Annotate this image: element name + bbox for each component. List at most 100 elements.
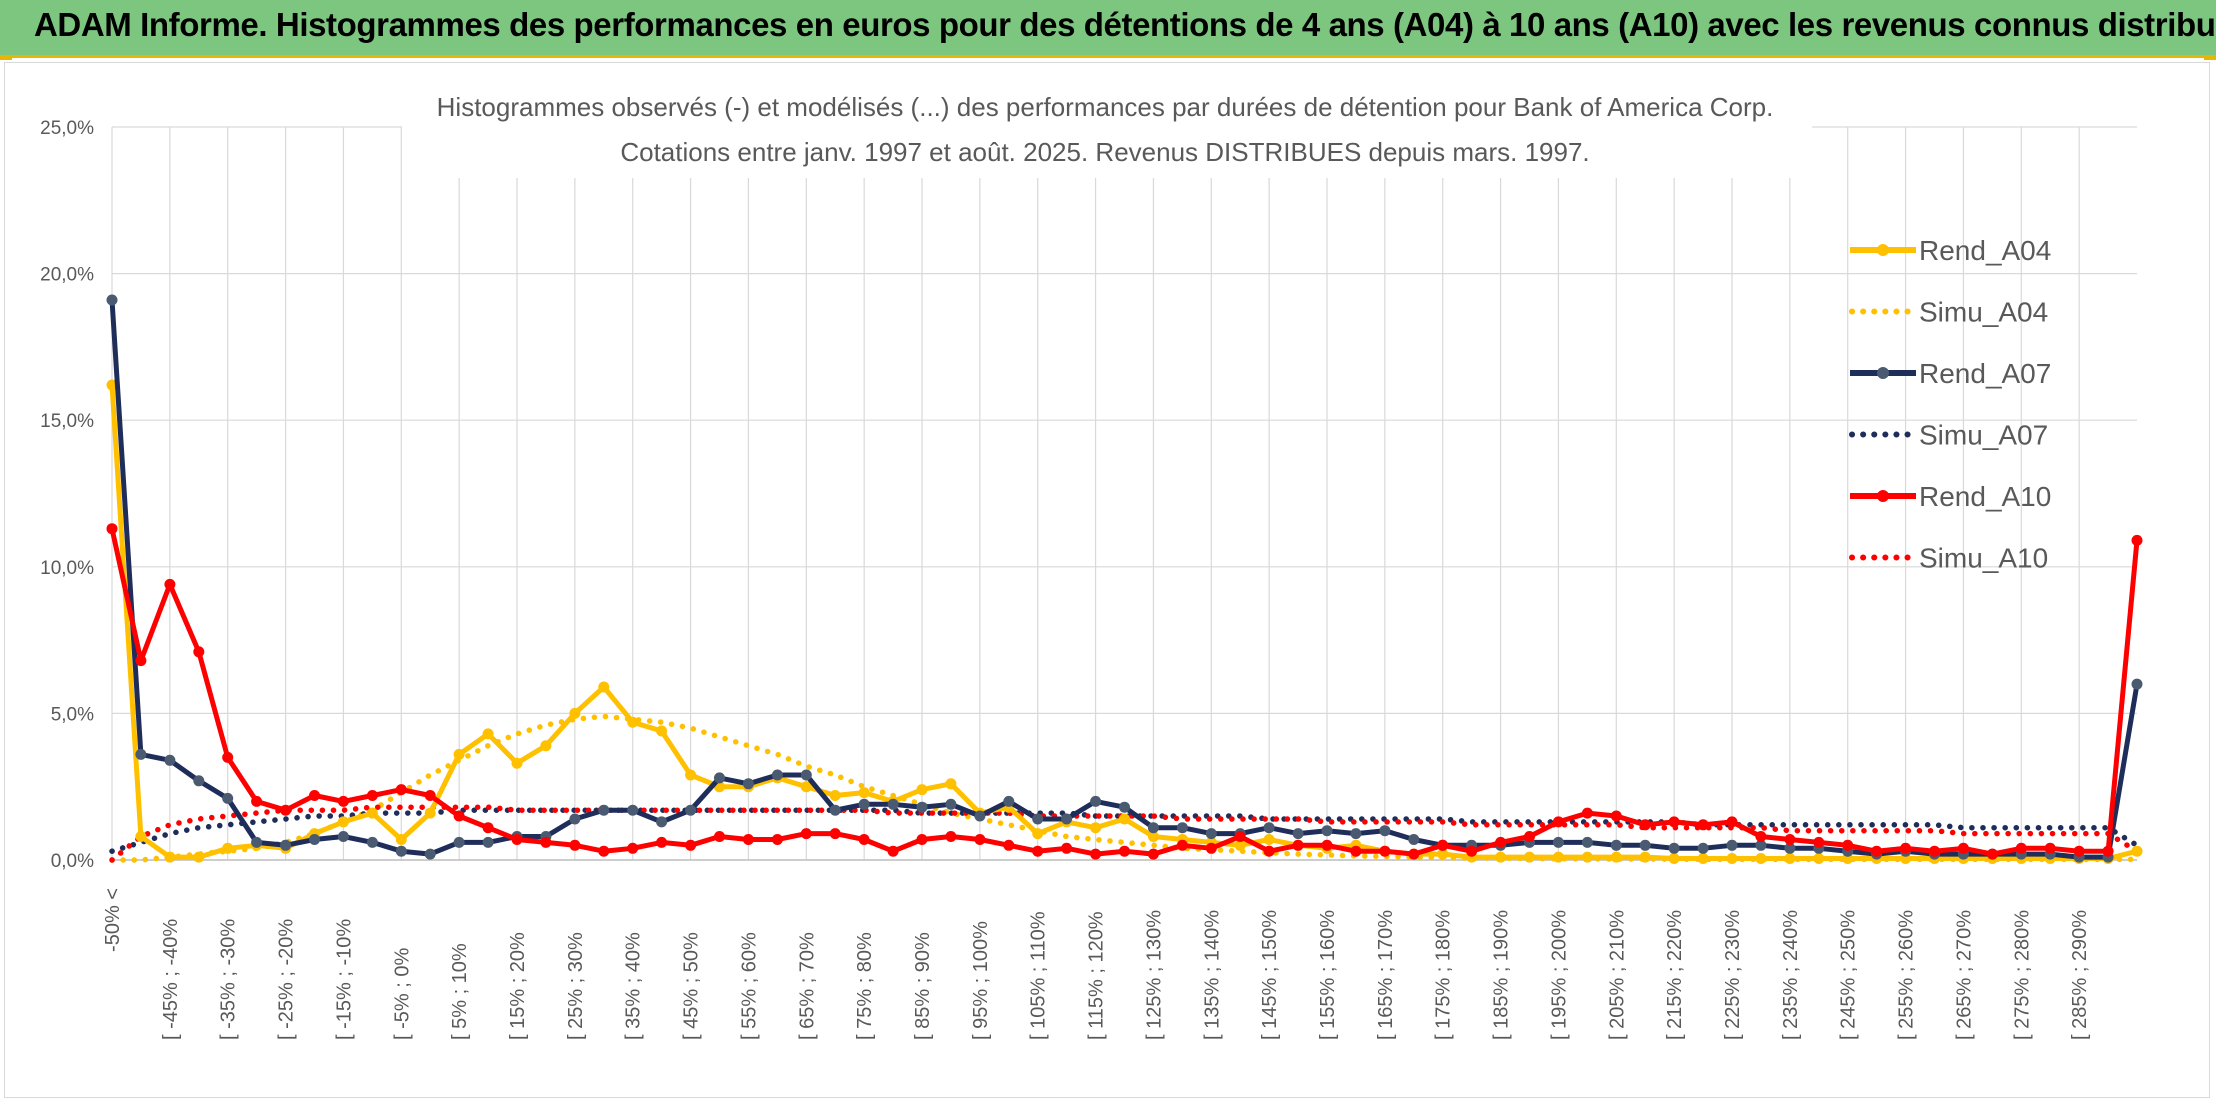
legend-marker	[1877, 490, 1889, 502]
data-point	[685, 839, 697, 851]
data-point	[1119, 845, 1130, 857]
data-point	[511, 757, 523, 769]
data-point	[1234, 839, 1246, 851]
data-point	[1379, 825, 1391, 837]
y-tick-label: 0,0%	[51, 851, 94, 872]
data-point	[222, 842, 234, 854]
data-point	[2015, 842, 2027, 854]
data-point	[1929, 845, 1940, 857]
data-point	[164, 851, 176, 863]
data-point	[135, 748, 147, 760]
legend-item-Simu_A04: Simu_A04	[1849, 297, 2048, 328]
data-point	[916, 784, 928, 796]
data-point	[1408, 834, 1420, 845]
series-line	[109, 804, 2140, 863]
legend-item-Rend_A04: Rend_A04	[1850, 235, 2051, 266]
data-point	[309, 790, 320, 801]
data-point	[2131, 534, 2143, 546]
x-tick-label: [ 105% ; 110%	[1028, 911, 1050, 1040]
data-point	[1147, 822, 1159, 834]
data-point	[1263, 822, 1275, 834]
data-point	[453, 810, 465, 822]
x-tick-label: [ 35% ; 40%	[623, 932, 645, 1040]
data-point	[164, 754, 176, 766]
data-point	[1581, 836, 1593, 848]
data-point	[2131, 678, 2143, 690]
y-tick-label: 25,0%	[40, 118, 94, 139]
data-point	[598, 681, 610, 693]
data-point	[569, 813, 581, 825]
data-point	[106, 294, 118, 306]
data-point	[1581, 851, 1593, 863]
x-tick-label: [ 195% ; 200%	[1548, 910, 1570, 1040]
legend-label: Simu_A04	[1919, 297, 2048, 328]
data-point	[1668, 816, 1680, 828]
data-point	[1437, 839, 1449, 851]
data-point	[482, 822, 494, 834]
data-point	[1697, 853, 1709, 864]
data-point	[1610, 810, 1622, 822]
data-point	[1176, 822, 1188, 834]
data-point	[135, 655, 147, 667]
x-tick-label: [ 115% ; 120%	[1086, 911, 1108, 1040]
data-point	[1032, 813, 1044, 825]
data-point	[1871, 845, 1883, 857]
data-point	[714, 831, 725, 842]
data-point	[251, 795, 263, 807]
data-point	[858, 834, 870, 845]
data-point	[2102, 845, 2114, 857]
data-point	[337, 831, 349, 842]
data-point	[309, 834, 320, 845]
x-tick-label: [ 165% ; 170%	[1375, 910, 1397, 1040]
data-point	[366, 836, 378, 848]
data-point	[1408, 848, 1420, 860]
data-point	[656, 725, 668, 737]
data-point	[366, 807, 378, 819]
data-point	[685, 769, 697, 781]
data-point	[1552, 816, 1564, 828]
x-tick-label: [ 55% ; 60%	[738, 932, 760, 1040]
data-point	[1552, 836, 1564, 848]
data-point	[974, 810, 986, 822]
x-tick-label: [ 265% ; 270%	[1953, 910, 1975, 1040]
legend-label: Rend_A07	[1919, 358, 2051, 389]
data-point	[1090, 848, 1102, 860]
data-point	[1726, 816, 1738, 828]
data-point	[222, 751, 234, 763]
legend-item-Simu_A07: Simu_A07	[1849, 420, 2048, 451]
x-tick-label: [ 275% ; 280%	[2011, 910, 2033, 1040]
data-point	[1726, 853, 1738, 864]
data-point	[1379, 845, 1391, 857]
x-tick-label: [ 25% ; 30%	[565, 932, 587, 1040]
data-point	[800, 828, 812, 840]
chart-subtitle: Cotations entre janv. 1997 et août. 2025…	[620, 137, 1589, 167]
series-line	[109, 299, 2140, 860]
data-point	[395, 845, 407, 857]
data-point	[280, 804, 292, 816]
data-point	[569, 839, 581, 851]
x-tick-label: [ 125% ; 130%	[1143, 910, 1165, 1040]
data-point	[1842, 839, 1854, 851]
data-point	[1755, 831, 1767, 842]
series-Simu_A10	[109, 804, 2140, 863]
corner-accent-left	[0, 56, 12, 60]
x-tick-label: [ 285% ; 290%	[2069, 910, 2091, 1040]
data-point	[1061, 842, 1073, 854]
data-point	[1205, 842, 1217, 854]
legend-item-Rend_A10: Rend_A10	[1850, 481, 2051, 512]
data-point	[829, 790, 841, 801]
data-point	[1176, 839, 1188, 851]
data-point	[1524, 831, 1535, 842]
x-tick-label: [ 225% ; 230%	[1722, 910, 1744, 1040]
data-point	[1668, 842, 1680, 854]
data-point	[1466, 845, 1478, 857]
legend: Rend_A04 Simu_A04 Rend_A07 Simu_A07 Rend_A10…	[1849, 235, 2051, 574]
title-backdrop	[402, 86, 1812, 178]
data-point	[395, 834, 407, 845]
data-point	[916, 801, 928, 813]
data-point	[1900, 842, 1912, 854]
data-point	[1552, 851, 1564, 863]
page-title: ADAM Informe. Histogrammes des performan…	[34, 6, 2216, 43]
chart-title: Histogrammes observés (-) et modélisés (…	[437, 92, 1774, 122]
data-point	[366, 790, 378, 801]
